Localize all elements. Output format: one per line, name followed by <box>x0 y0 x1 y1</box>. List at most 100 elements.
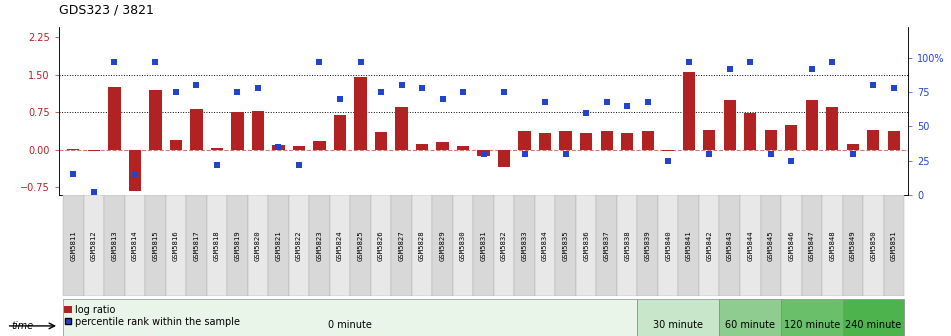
Point <box>845 151 861 157</box>
Point <box>722 66 737 71</box>
Bar <box>805 99 818 150</box>
Point <box>886 85 902 91</box>
Text: GSM5848: GSM5848 <box>829 230 835 261</box>
Text: GSM5827: GSM5827 <box>398 230 404 261</box>
FancyBboxPatch shape <box>63 299 637 336</box>
Bar <box>600 131 612 150</box>
Point <box>415 85 430 91</box>
Text: GSM5829: GSM5829 <box>439 230 446 261</box>
Text: GSM5843: GSM5843 <box>727 230 732 261</box>
Text: GSM5841: GSM5841 <box>686 230 691 261</box>
Text: GSM5819: GSM5819 <box>235 230 241 261</box>
Bar <box>211 148 223 150</box>
FancyBboxPatch shape <box>165 195 186 296</box>
FancyBboxPatch shape <box>330 195 350 296</box>
Point <box>578 110 593 115</box>
Text: GSM5831: GSM5831 <box>480 230 487 261</box>
Text: 0 minute: 0 minute <box>328 320 372 330</box>
Point <box>333 96 348 101</box>
Point <box>476 151 491 157</box>
Point <box>147 59 163 65</box>
Bar <box>744 113 756 150</box>
Text: GSM5832: GSM5832 <box>501 230 507 261</box>
FancyBboxPatch shape <box>740 195 761 296</box>
FancyBboxPatch shape <box>699 195 720 296</box>
Text: GSM5816: GSM5816 <box>173 230 179 261</box>
Bar <box>149 90 162 150</box>
Bar <box>128 150 141 191</box>
Point <box>435 96 450 101</box>
Text: GSM5820: GSM5820 <box>255 230 261 261</box>
Text: GSM5836: GSM5836 <box>583 230 590 261</box>
Bar <box>539 133 552 150</box>
Point <box>619 103 634 109</box>
Point <box>681 59 696 65</box>
Point <box>291 162 306 167</box>
Point <box>558 151 573 157</box>
FancyBboxPatch shape <box>206 195 227 296</box>
FancyBboxPatch shape <box>596 195 617 296</box>
FancyBboxPatch shape <box>720 299 781 336</box>
FancyBboxPatch shape <box>822 195 843 296</box>
FancyBboxPatch shape <box>781 299 843 336</box>
Text: GDS323 / 3821: GDS323 / 3821 <box>59 4 154 17</box>
Bar <box>293 146 305 150</box>
FancyBboxPatch shape <box>474 195 494 296</box>
Bar <box>456 146 469 150</box>
Text: GSM5850: GSM5850 <box>870 230 876 261</box>
FancyBboxPatch shape <box>843 195 864 296</box>
Point <box>353 59 368 65</box>
FancyBboxPatch shape <box>555 195 576 296</box>
Point <box>66 172 81 177</box>
Bar <box>396 107 408 150</box>
Bar <box>683 72 695 150</box>
Bar <box>355 77 367 150</box>
FancyBboxPatch shape <box>433 195 453 296</box>
Text: GSM5849: GSM5849 <box>850 230 856 261</box>
Text: GSM5845: GSM5845 <box>767 230 774 261</box>
Bar <box>477 150 490 156</box>
Bar <box>87 150 100 151</box>
Text: GSM5837: GSM5837 <box>604 230 610 261</box>
Point <box>456 89 471 95</box>
Point <box>825 59 840 65</box>
Point <box>209 162 224 167</box>
Text: GSM5840: GSM5840 <box>665 230 671 261</box>
FancyBboxPatch shape <box>309 195 330 296</box>
FancyBboxPatch shape <box>637 299 720 336</box>
FancyBboxPatch shape <box>864 195 883 296</box>
FancyBboxPatch shape <box>63 195 84 296</box>
Bar <box>703 130 715 150</box>
Point <box>784 158 799 163</box>
FancyBboxPatch shape <box>576 195 596 296</box>
Text: GSM5844: GSM5844 <box>747 230 753 261</box>
Bar <box>642 131 654 150</box>
Text: GSM5824: GSM5824 <box>337 230 343 261</box>
FancyBboxPatch shape <box>268 195 289 296</box>
FancyBboxPatch shape <box>843 299 904 336</box>
Bar <box>559 131 572 150</box>
FancyBboxPatch shape <box>761 195 781 296</box>
Text: GSM5825: GSM5825 <box>358 230 363 261</box>
FancyBboxPatch shape <box>617 195 637 296</box>
Point <box>763 151 778 157</box>
Point <box>537 99 553 104</box>
Bar <box>334 115 346 150</box>
Text: 240 minute: 240 minute <box>845 320 902 330</box>
Text: 120 minute: 120 minute <box>784 320 840 330</box>
FancyBboxPatch shape <box>781 195 802 296</box>
Bar <box>313 141 325 150</box>
Point <box>374 89 389 95</box>
FancyBboxPatch shape <box>289 195 309 296</box>
Text: GSM5822: GSM5822 <box>296 230 302 261</box>
Text: 30 minute: 30 minute <box>653 320 704 330</box>
Text: GSM5833: GSM5833 <box>521 230 528 261</box>
Point <box>743 59 758 65</box>
Bar <box>108 87 121 150</box>
Bar <box>765 130 777 150</box>
Bar <box>887 131 900 150</box>
Bar <box>375 132 387 150</box>
Bar <box>518 131 531 150</box>
FancyBboxPatch shape <box>678 195 699 296</box>
Text: GSM5838: GSM5838 <box>624 230 631 261</box>
